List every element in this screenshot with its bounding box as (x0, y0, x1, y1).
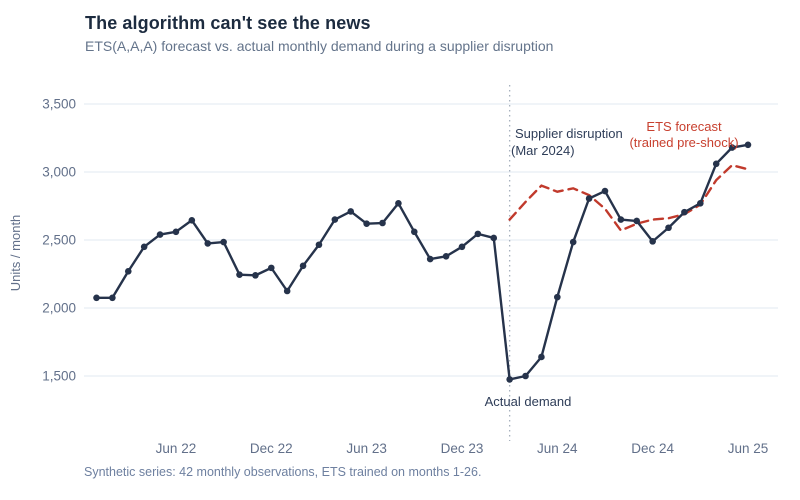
footer-note: Synthetic series: 42 monthly observation… (84, 465, 482, 479)
actual-demand-marker (728, 144, 736, 151)
y-axis-title: Units / month (8, 215, 23, 292)
actual-demand-marker (411, 228, 418, 236)
actual-demand-marker (363, 220, 370, 227)
actual-demand-path (95, 143, 750, 381)
actual-demand-marker (712, 160, 720, 168)
x-axis-labels: Jun 22 Dec 22 Jun 23 Dec 23 Jun 24 Dec 24 Jun … (156, 441, 769, 456)
actual-demand-marker (681, 208, 688, 216)
actual-demand-marker (331, 216, 339, 223)
actual-demand-marker (156, 231, 164, 238)
actual-demand-marker (347, 208, 355, 215)
actual-demand-marker (458, 243, 466, 251)
actual-demand-marker (442, 253, 450, 260)
actual-demand-marker (522, 372, 529, 380)
actual-demand-marker (299, 262, 307, 270)
actual-demand-marker (252, 272, 259, 279)
x-tick-label: Jun 22 (156, 441, 197, 456)
actual-demand-marker (426, 255, 434, 263)
y-tick-label: 3,500 (42, 97, 76, 112)
actual-demand-marker (506, 376, 513, 383)
actual-demand-marker (315, 241, 323, 249)
x-tick-label: Jun 23 (346, 441, 387, 456)
actual-demand-marker (744, 141, 752, 149)
actual-demand-marker (617, 216, 625, 223)
actual-demand-marker (204, 240, 212, 247)
annotation-ets-forecast-line2: (trained pre-shock) (629, 135, 738, 150)
x-tick-label: Dec 23 (441, 441, 484, 456)
chart-title: The algorithm can't see the news (85, 13, 371, 33)
ets-forecast-line (508, 163, 750, 232)
y-tick-label: 2,500 (42, 233, 76, 248)
x-tick-label: Dec 24 (631, 441, 674, 456)
actual-demand-marker (554, 293, 561, 301)
actual-demand-marker (109, 294, 116, 302)
actual-demand-marker (140, 243, 148, 251)
actual-demand-line (93, 141, 752, 383)
y-axis-labels: 1,500 2,000 2,500 3,000 3,500 (42, 97, 76, 384)
actual-demand-marker (474, 230, 482, 238)
actual-demand-marker (538, 353, 545, 361)
actual-demand-marker (649, 238, 656, 245)
x-tick-label: Jun 24 (537, 441, 578, 456)
actual-demand-marker (665, 224, 672, 232)
annotation-supplier-disruption-line1: Supplier disruption (515, 126, 623, 141)
actual-demand-marker (172, 228, 180, 236)
actual-demand-marker (283, 287, 291, 295)
actual-demand-marker (633, 217, 641, 225)
actual-demand-marker (93, 294, 100, 302)
ets-forecast-path (508, 163, 750, 232)
actual-demand-marker (267, 264, 275, 272)
annotation-supplier-disruption-line2: (Mar 2024) (511, 143, 575, 158)
y-tick-label: 1,500 (42, 369, 76, 384)
actual-demand-marker (601, 187, 609, 195)
y-tick-label: 3,000 (42, 165, 76, 180)
actual-demand-marker (379, 219, 386, 227)
grid-lines (84, 103, 778, 377)
actual-demand-marker (490, 234, 498, 242)
annotation-ets-forecast-line1: ETS forecast (646, 119, 722, 134)
actual-demand-marker (188, 216, 196, 224)
x-tick-label: Jun 25 (728, 441, 769, 456)
actual-demand-marker (220, 238, 227, 246)
actual-demand-marker (236, 271, 243, 278)
actual-demand-marker (124, 267, 132, 275)
y-tick-label: 2,000 (42, 301, 76, 316)
actual-demand-marker (569, 238, 577, 246)
x-tick-label: Dec 22 (250, 441, 293, 456)
actual-demand-marker (697, 199, 704, 207)
actual-demand-marker (395, 199, 402, 207)
annotation-actual-demand: Actual demand (485, 394, 572, 409)
actual-demand-marker (585, 195, 593, 202)
chart-subtitle: ETS(A,A,A) forecast vs. actual monthly d… (85, 38, 554, 54)
